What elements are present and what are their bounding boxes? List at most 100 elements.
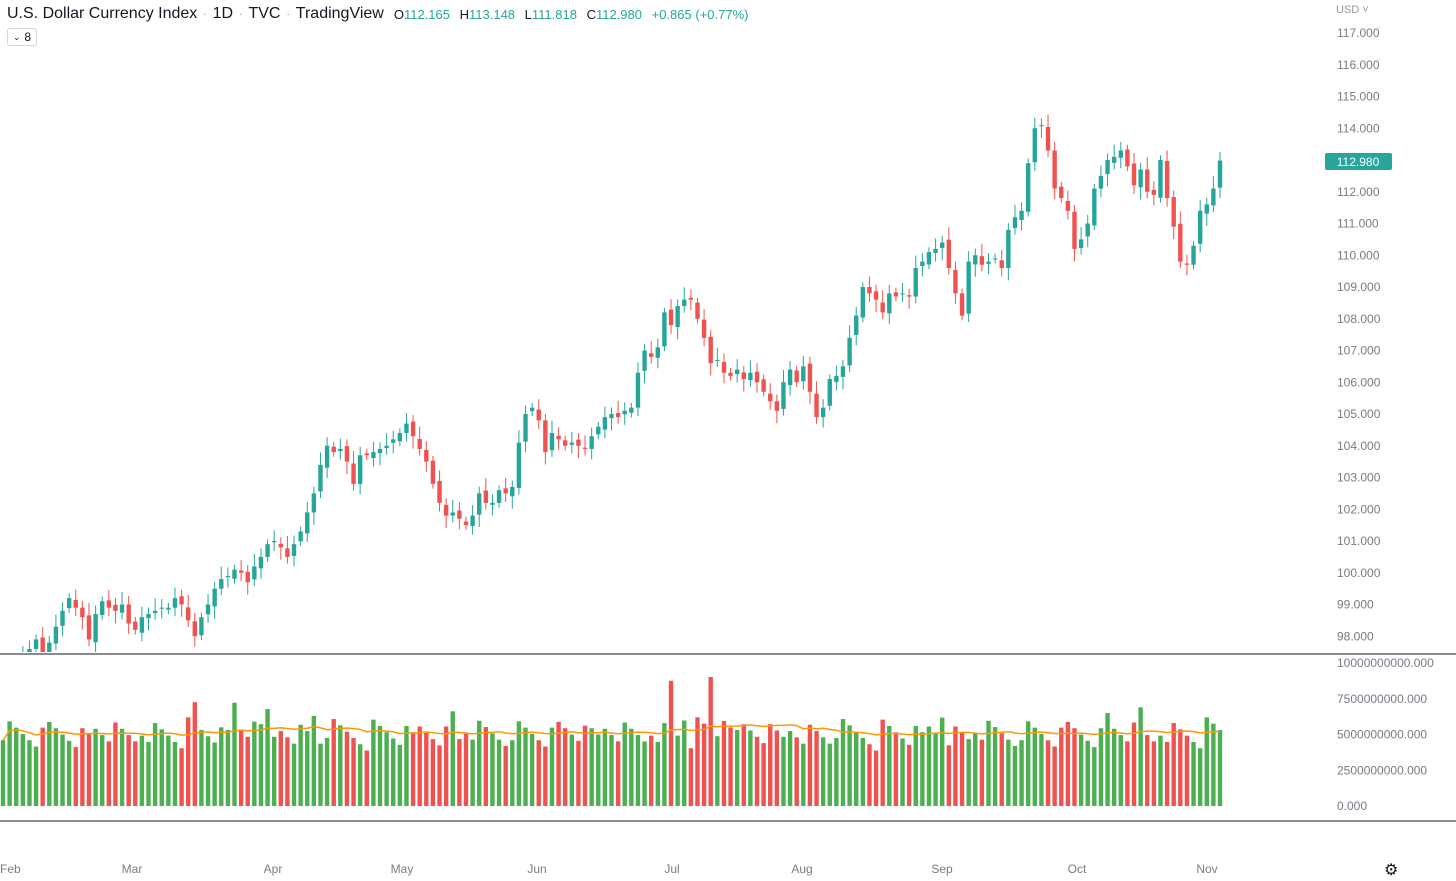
candle-body [417, 439, 422, 449]
volume-bar [477, 720, 482, 806]
candle-body [139, 617, 145, 633]
candle-body [1032, 128, 1038, 163]
candle-body [1171, 197, 1176, 227]
volume-bar [40, 727, 45, 806]
price-tick-label: 116.000 [1337, 58, 1380, 72]
volume-bar [860, 737, 866, 806]
volume-bar [483, 727, 489, 806]
candle-body [668, 309, 674, 326]
price-tick-label: 111.000 [1337, 217, 1379, 231]
candle-body [1211, 188, 1216, 206]
candle-body [887, 293, 892, 314]
volume-bar [0, 740, 6, 806]
volume-bar [523, 727, 528, 806]
candle-body [1151, 189, 1157, 195]
candle-body [212, 588, 217, 607]
time-label: Aug [791, 862, 812, 876]
candle-body [27, 648, 32, 652]
volume-bar [457, 739, 462, 806]
candle-body [1145, 169, 1150, 192]
volume-bar [205, 736, 211, 806]
volume-bar [1204, 717, 1209, 806]
volume-bar [576, 740, 581, 806]
candle-body [1191, 245, 1196, 265]
volume-bar [973, 733, 978, 806]
symbol-title[interactable]: U.S. Dollar Currency Index [7, 5, 198, 22]
candle-body [100, 601, 105, 615]
volume-bar [225, 729, 231, 806]
candle-body [205, 604, 211, 615]
change-value: +0.865 (+0.77%) [651, 6, 749, 22]
currency-label: USD [1336, 4, 1360, 16]
candle-body [410, 421, 416, 437]
candle-body [582, 447, 588, 449]
volume-bar [569, 734, 575, 806]
volume-bar [357, 744, 363, 806]
volume-bar [430, 739, 436, 806]
candle-body [979, 256, 985, 265]
candle-body [463, 521, 469, 526]
volume-bar [470, 739, 475, 806]
candle-body [523, 414, 528, 442]
candlestick-series [22, 114, 1223, 652]
volume-bar [999, 733, 1004, 806]
volume-bar [463, 733, 469, 806]
chevron-down-icon: ˅ [1359, 4, 1369, 16]
open-value: 112.165 [403, 6, 450, 22]
volume-bar [695, 717, 700, 806]
volume-bar [715, 736, 720, 806]
candle-body [40, 637, 45, 652]
high-value: 113.148 [469, 6, 516, 22]
interval-label[interactable]: 1D [212, 5, 234, 22]
candle-body [1012, 217, 1018, 228]
volume-bar [629, 728, 634, 806]
candle-body [271, 541, 277, 543]
volume-bar [682, 720, 687, 806]
candle-body [1105, 160, 1110, 174]
volume-bar [953, 726, 958, 806]
volume-bar [642, 741, 647, 806]
volume-bar [1065, 721, 1071, 806]
volume-series [0, 677, 1223, 806]
volume-bar [443, 726, 449, 806]
volume-bar [1125, 741, 1130, 806]
volume-bar [596, 734, 601, 806]
time-label: Feb [0, 862, 21, 876]
volume-bar [992, 727, 998, 806]
volume-bar [397, 744, 403, 806]
volume-bar [609, 735, 614, 806]
candle-body [906, 295, 912, 297]
candle-body [662, 312, 667, 347]
candle-body [404, 423, 409, 434]
candle-body [291, 544, 297, 556]
candle-body [192, 621, 198, 637]
candle-body [847, 337, 852, 366]
volume-bar [106, 741, 112, 806]
volume-axis: 10000000000.000 7500000000.000 5000000000.… [1337, 656, 1434, 813]
indicator-collapse-button[interactable]: ⌄ 8 [7, 28, 37, 46]
ohlc-values: O112.165 H113.148 L111.818 C112.980 +0.8… [394, 7, 755, 22]
volume-bar [146, 741, 151, 806]
volume-bar [854, 731, 859, 806]
separator-dot: · [286, 8, 290, 20]
candle-body [47, 642, 52, 652]
candle-body [569, 442, 575, 445]
candle-body [536, 409, 541, 421]
volume-bar [93, 728, 98, 806]
price-tick-label: 114.000 [1337, 121, 1380, 135]
candle-body [126, 604, 131, 624]
volume-bar [1098, 728, 1104, 806]
candle-body [576, 439, 581, 446]
gear-icon[interactable]: ⚙ [1384, 862, 1399, 879]
volume-bar [529, 733, 535, 806]
currency-button[interactable]: USD ˅ [1336, 4, 1369, 16]
volume-bar [549, 727, 555, 806]
time-label: Nov [1196, 862, 1217, 876]
candle-body [311, 493, 317, 513]
candle-body [1045, 126, 1051, 151]
volume-bar [199, 729, 204, 806]
volume-bar [761, 743, 766, 806]
candle-body [741, 372, 746, 380]
volume-bar [701, 723, 707, 806]
